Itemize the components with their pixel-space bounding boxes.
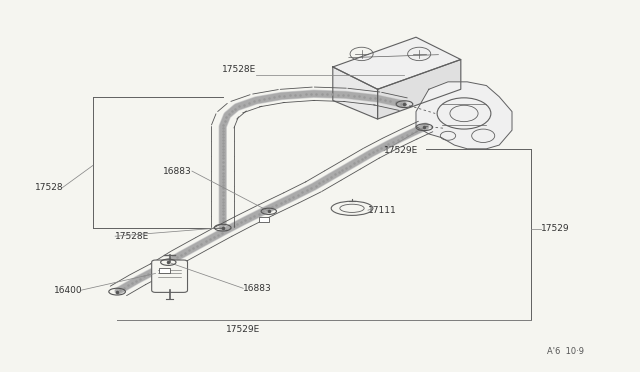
Bar bbox=[159, 268, 170, 273]
Text: 16883: 16883 bbox=[163, 167, 192, 176]
Polygon shape bbox=[416, 82, 512, 149]
FancyBboxPatch shape bbox=[152, 260, 188, 292]
Text: 17528E: 17528E bbox=[221, 65, 256, 74]
Text: 16883: 16883 bbox=[243, 284, 272, 293]
Text: 17529: 17529 bbox=[541, 224, 570, 233]
Text: 17528: 17528 bbox=[35, 183, 64, 192]
Text: 17529E: 17529E bbox=[226, 325, 260, 334]
Bar bbox=[259, 217, 269, 222]
Text: A'6  10·9: A'6 10·9 bbox=[547, 347, 584, 356]
Polygon shape bbox=[378, 60, 461, 119]
Text: 17528E: 17528E bbox=[115, 232, 150, 241]
Polygon shape bbox=[333, 67, 378, 119]
Polygon shape bbox=[333, 37, 461, 89]
Text: 17111: 17111 bbox=[368, 206, 397, 215]
Text: 16400: 16400 bbox=[54, 286, 83, 295]
Text: 17529E: 17529E bbox=[384, 146, 419, 155]
